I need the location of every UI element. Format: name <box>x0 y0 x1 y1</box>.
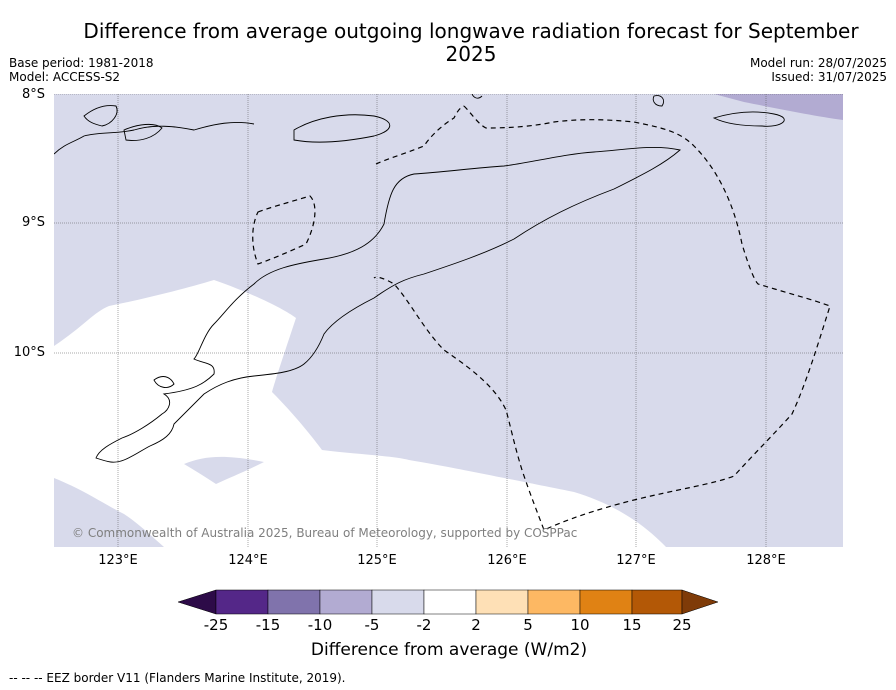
copyright-notice: © Commonwealth of Australia 2025, Bureau… <box>72 526 578 540</box>
lon-label-124e: 124°E <box>228 553 268 568</box>
coastline-islet-2 <box>123 123 163 141</box>
coastline-timor <box>95 146 681 463</box>
coastline-island-east <box>712 111 785 127</box>
colorbar-tick-2: -15 <box>255 616 281 634</box>
colorbar-label: Difference from average (W/m2) <box>310 640 588 660</box>
coastline-islet-sw <box>153 376 175 388</box>
base-period: Base period: 1981-2018 <box>9 56 154 70</box>
lat-label-10s: 10°S <box>13 345 45 360</box>
lon-label-127e: 127°E <box>616 553 656 568</box>
lat-label-9s: 9°S <box>21 215 45 230</box>
colorbar-tick-5: -2 <box>416 616 432 634</box>
eez-border <box>252 105 831 531</box>
lon-label-125e: 125°E <box>357 553 397 568</box>
map-title: Difference from average outgoing longwav… <box>83 19 859 66</box>
graticule <box>54 94 843 547</box>
issued-date: Issued: 31/07/2025 <box>771 70 887 84</box>
colorbar-bin-6 <box>475 589 529 615</box>
colorbar-extend-low <box>178 589 217 615</box>
lon-label-126e: 126°E <box>487 553 527 568</box>
meta-right: Model run: 28/07/2025 Issued: 31/07/2025 <box>750 56 887 84</box>
coastline-island-north <box>54 121 255 155</box>
colorbar-bin-9 <box>631 589 683 615</box>
colorbar-tick-1: -25 <box>203 616 229 634</box>
colorbar-tick-6: 2 <box>471 616 481 634</box>
coastline-islet-east <box>652 95 665 107</box>
near-average-region <box>54 280 666 547</box>
anomaly-patch-small <box>184 456 264 484</box>
colorbar-bin-3 <box>319 589 373 615</box>
model-run: Model run: 28/07/2025 <box>749 56 887 70</box>
colorbar-bin-7 <box>527 589 581 615</box>
colorbar-tick-7: 5 <box>523 616 533 634</box>
lon-label-123e: 123°E <box>98 553 138 568</box>
colorbar-extend-high <box>681 589 719 615</box>
colorbar-tick-10: 25 <box>672 616 692 634</box>
coastlines <box>54 94 785 463</box>
coastline-islet-1 <box>83 105 118 127</box>
colorbar-bin-1 <box>215 589 269 615</box>
colorbar-bin-8 <box>579 589 633 615</box>
map-panel <box>54 94 843 547</box>
lat-label-8s: 8°S <box>21 87 45 102</box>
coastline-islet-top <box>471 94 483 99</box>
meta-left: Base period: 1981-2018 Model: ACCESS-S2 <box>9 56 154 84</box>
lon-label-128e: 128°E <box>746 553 786 568</box>
colorbar-tick-8: 10 <box>570 616 590 634</box>
colorbar-tick-4: -5 <box>364 616 380 634</box>
eez-footnote: -- -- -- EEZ border V11 (Flanders Marine… <box>9 671 346 685</box>
colorbar-bin-4 <box>371 589 425 615</box>
model-name: Model: ACCESS-S2 <box>9 70 121 84</box>
colorbar-tick-3: -10 <box>307 616 333 634</box>
anomaly-patch-southwest <box>54 478 164 547</box>
colorbar-tick-9: 15 <box>622 616 642 634</box>
colorbar-bin-5 <box>423 589 477 615</box>
anomaly-patch-northeast <box>714 94 843 120</box>
colorbar-bin-2 <box>267 589 321 615</box>
coastline-island-center <box>293 114 391 143</box>
colorbar <box>178 589 719 615</box>
